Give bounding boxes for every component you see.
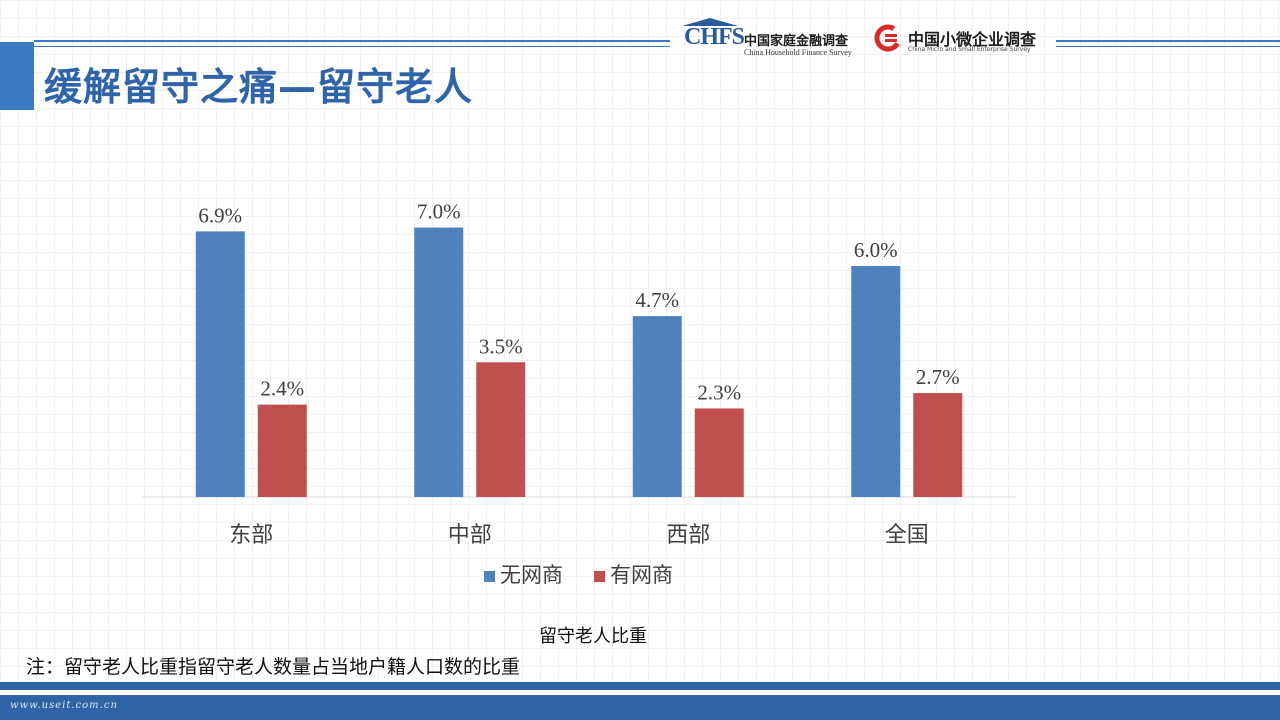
- chart-caption: 留守老人比重: [539, 626, 647, 647]
- title-accent-bar: [0, 42, 34, 110]
- chfs-logo: CHFS 中国家庭金融调查 China Household Finance Su…: [682, 18, 862, 62]
- legend-label-1: 有网商: [610, 563, 673, 587]
- footer-stripe-thin: [0, 682, 1280, 690]
- chfs-roof-icon: [682, 18, 738, 26]
- data-label-online-0: 2.4%: [260, 377, 304, 401]
- data-label-no-online-3: 6.0%: [854, 238, 898, 262]
- chfs-logo-name-en: China Household Finance Survey: [744, 48, 852, 57]
- x-tick-label-0: 东部: [229, 523, 273, 548]
- bar-online-3: [913, 393, 963, 497]
- data-label-online-2: 2.3%: [697, 380, 741, 404]
- header-rule-right: [1056, 40, 1280, 47]
- header-rule-left: [34, 40, 670, 47]
- slide-title: 缓解留守之痛—留守老人: [44, 65, 474, 109]
- legend-swatch-1: [594, 571, 605, 582]
- data-label-online-1: 3.5%: [479, 334, 523, 358]
- bar-no-online-0: [195, 231, 245, 497]
- bar-online-1: [476, 362, 526, 497]
- bar-no-online-2: [632, 316, 682, 497]
- data-label-no-online-1: 7.0%: [417, 200, 461, 224]
- bar-no-online-3: [851, 266, 901, 497]
- bar-no-online-1: [414, 227, 464, 497]
- sme-logo-icon: [874, 24, 902, 52]
- x-tick-label-3: 全国: [885, 523, 929, 548]
- bar-online-2: [694, 408, 744, 497]
- sme-logo-name-cn: 中国小微企业调查: [908, 30, 1037, 49]
- legend-label-0: 无网商: [500, 563, 563, 587]
- sme-survey-logo: 中国小微企业调查 China Micro and Small Enterpris…: [874, 22, 1050, 58]
- x-tick-label-1: 中部: [448, 523, 492, 548]
- x-tick-label-2: 西部: [666, 523, 710, 548]
- chfs-logo-name-cn: 中国家庭金融调查: [744, 34, 849, 49]
- sme-logo-name-en: China Micro and Small Enterprise Survey: [908, 46, 1031, 53]
- footer-stripe-gap: [0, 690, 1280, 695]
- data-label-online-3: 2.7%: [916, 365, 960, 389]
- chfs-logo-mark: CHFS: [684, 24, 745, 50]
- data-label-no-online-2: 4.7%: [635, 288, 679, 312]
- footer-band: [0, 695, 1280, 720]
- watermark: www.useit.com.cn: [10, 700, 118, 711]
- bar-online-0: [257, 404, 307, 497]
- footnote: 注：留守老人比重指留守老人数量占当地户籍人口数的比重: [26, 656, 521, 678]
- legend-swatch-0: [484, 571, 495, 582]
- data-label-no-online-0: 6.9%: [198, 203, 242, 227]
